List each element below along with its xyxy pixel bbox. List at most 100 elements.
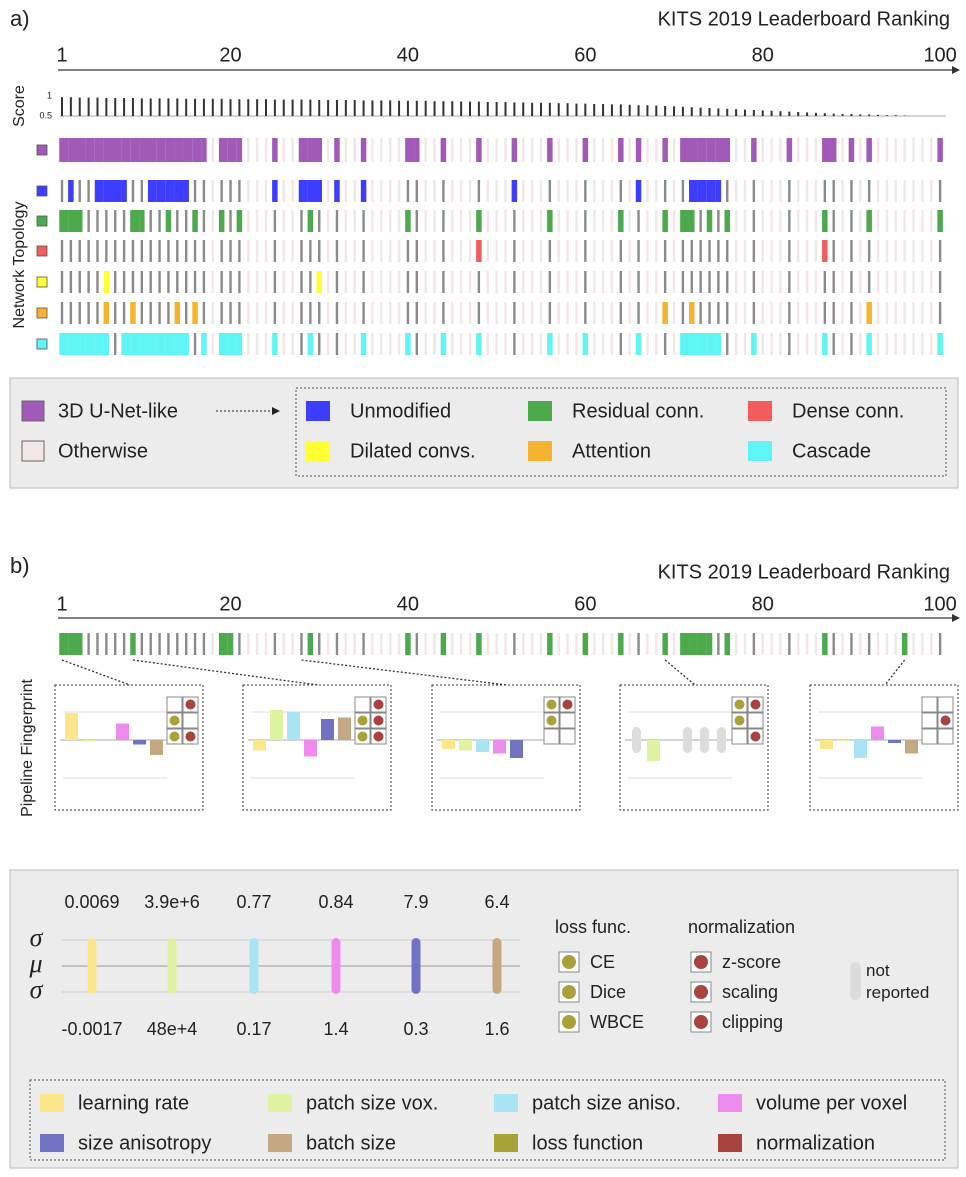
- no-feature-bar: [362, 302, 365, 324]
- score-bar: [681, 106, 684, 116]
- no-feature-bar: [681, 271, 685, 293]
- no-feature-bar: [122, 271, 126, 293]
- other-bar: [211, 180, 214, 202]
- no-feature-bar: [362, 210, 365, 232]
- no-feature-bar: [140, 302, 144, 324]
- legend-swatch: [748, 441, 772, 461]
- score-bar: [548, 102, 551, 116]
- feature-bar: [822, 138, 831, 162]
- feature-bar: [130, 302, 136, 324]
- no-feature-bar: [406, 271, 410, 293]
- no-feature-bar: [105, 633, 108, 655]
- range-lo: 0.3: [403, 1019, 428, 1039]
- fingerprint-box: [809, 684, 959, 811]
- other-bar: [424, 210, 427, 232]
- score-label: Score: [11, 85, 28, 127]
- feature-bar: [334, 138, 340, 162]
- other-bar: [557, 302, 560, 324]
- no-feature-bar: [637, 302, 640, 324]
- grid-cell: [731, 728, 748, 745]
- feature-bar: [174, 302, 181, 324]
- other-bar: [930, 210, 933, 232]
- other-bar: [912, 240, 915, 262]
- other-bar: [655, 180, 658, 202]
- no-feature-bar: [87, 240, 90, 262]
- other-bar: [522, 138, 525, 162]
- param-range: [411, 938, 421, 994]
- other-bar: [885, 633, 889, 655]
- loss-dot: [357, 715, 368, 726]
- no-feature-bar: [513, 240, 516, 262]
- norm-dot: [373, 715, 384, 726]
- legend-arrowhead: [272, 407, 280, 415]
- feature-bar: [901, 633, 908, 655]
- other-bar: [805, 271, 809, 293]
- other-bar: [468, 240, 472, 262]
- other-bar: [593, 271, 596, 293]
- other-bar: [601, 633, 605, 655]
- param-bar: [905, 740, 918, 754]
- feature-bar: [697, 138, 707, 162]
- other-bar: [264, 271, 268, 293]
- no-feature-bar: [362, 240, 365, 262]
- no-feature-bar: [300, 633, 303, 655]
- no-feature-bar: [114, 333, 117, 355]
- no-feature-bar: [663, 271, 667, 293]
- feature-bar: [582, 633, 589, 655]
- not-reported: [683, 727, 692, 753]
- feature-bar: [307, 210, 314, 232]
- feature-bar: [307, 138, 317, 162]
- other-bar: [601, 333, 605, 355]
- feature-bar: [147, 333, 157, 355]
- legend-swatch: [306, 401, 330, 421]
- other-bar: [424, 240, 427, 262]
- other-bar: [247, 138, 250, 162]
- other-bar: [424, 302, 427, 324]
- feature-bar: [174, 333, 184, 355]
- feature-bar: [121, 333, 131, 355]
- other-bar: [433, 333, 436, 355]
- no-feature-bar: [273, 633, 277, 655]
- other-bar: [433, 180, 436, 202]
- no-feature-bar: [229, 302, 232, 324]
- other-bar: [593, 180, 596, 202]
- other-bar: [805, 240, 809, 262]
- no-feature-bar: [938, 633, 942, 655]
- feature-bar: [76, 633, 83, 655]
- score-bar: [229, 99, 232, 116]
- other-bar: [486, 240, 489, 262]
- grid-cell: [543, 728, 560, 745]
- other-bar: [859, 180, 862, 202]
- no-feature-bar: [477, 271, 481, 293]
- no-feature-bar: [300, 210, 303, 232]
- no-feature-bar: [867, 633, 871, 655]
- no-feature-bar: [96, 271, 99, 293]
- no-feature-bar: [167, 271, 170, 293]
- feature-bar: [405, 333, 411, 355]
- other-bar: [522, 333, 525, 355]
- loss-dot: [169, 731, 180, 742]
- other-bar: [486, 180, 489, 202]
- other-bar: [282, 138, 285, 162]
- other-bar: [264, 333, 268, 355]
- no-feature-bar: [415, 271, 418, 293]
- feature-bar: [822, 633, 828, 655]
- other-bar: [344, 333, 348, 355]
- no-feature-bar: [699, 210, 702, 232]
- other-bar: [930, 138, 933, 162]
- score-bar: [575, 103, 578, 116]
- row-marker: [36, 245, 48, 257]
- other-bar: [530, 180, 534, 202]
- no-feature-bar: [300, 240, 303, 262]
- param-bar: [65, 713, 78, 740]
- other-bar: [459, 633, 463, 655]
- no-feature-bar: [158, 302, 161, 324]
- no-feature-bar: [167, 633, 170, 655]
- feature-bar: [662, 302, 668, 324]
- other-bar: [859, 210, 862, 232]
- other-bar: [646, 180, 649, 202]
- feature-bar: [360, 333, 367, 355]
- other-bar: [433, 240, 436, 262]
- score-bar: [469, 101, 472, 116]
- no-feature-bar: [823, 180, 827, 202]
